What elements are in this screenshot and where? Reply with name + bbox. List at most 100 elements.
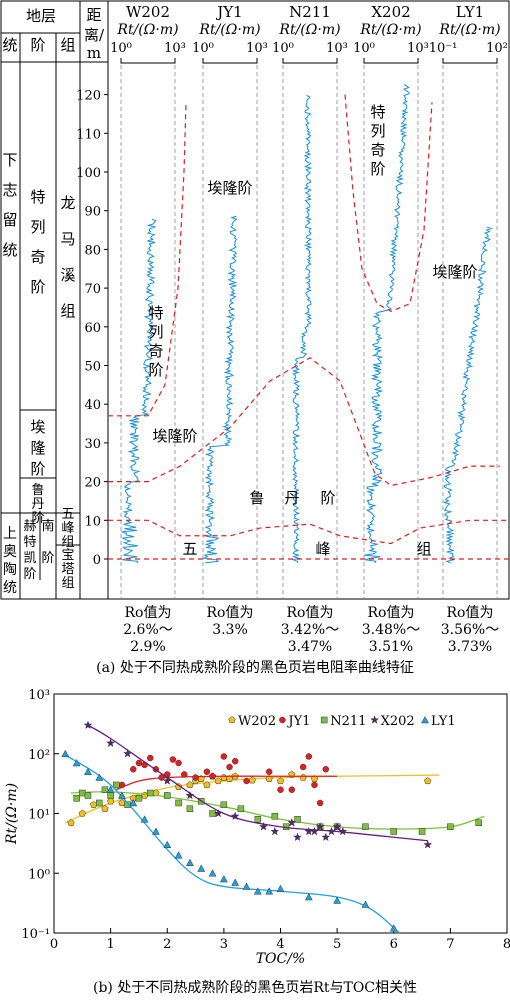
- fit-line-X202: [87, 724, 428, 842]
- fit-line-LY1: [64, 754, 400, 934]
- point-W202: [67, 818, 75, 826]
- point-W202: [107, 797, 115, 805]
- ro-label: Ro值为: [447, 605, 494, 621]
- ro-range: 3.48%～: [362, 622, 420, 638]
- annot-telychian-x202: 特: [370, 103, 385, 121]
- well-unit: Rt/(Ω·m): [359, 22, 421, 38]
- point-N211: [220, 801, 228, 809]
- ro-range: 3.56%～: [441, 622, 499, 638]
- point-X202: [258, 821, 269, 831]
- point-JY1: [231, 757, 239, 765]
- point-X202: [287, 817, 297, 827]
- point-N211: [135, 794, 143, 802]
- point-LY1: [219, 875, 228, 883]
- point-LY1: [304, 892, 313, 901]
- point-N211: [107, 792, 114, 799]
- plot-frame: [53, 693, 508, 934]
- y-tick-label: 10²: [28, 748, 50, 763]
- stage-aeronian-label: 埃: [30, 418, 45, 436]
- legend-marker-W202: [228, 716, 236, 724]
- well-unit: Rt/(Ω·m): [116, 22, 178, 38]
- point-LY1: [231, 878, 240, 886]
- ro-label: Ro值为: [125, 605, 172, 621]
- point-X202: [326, 826, 336, 836]
- well-unit: Rt/(Ω·m): [278, 22, 340, 38]
- point-N211: [418, 828, 426, 835]
- ro-range: 3.47%: [288, 639, 332, 655]
- rt-curve-LY1: [443, 226, 494, 564]
- scale-bracket: [202, 58, 258, 64]
- point-LY1: [118, 791, 126, 799]
- stage-aeronian-label: 隆: [30, 439, 45, 457]
- point-LY1: [152, 827, 160, 835]
- point-JY1: [243, 777, 250, 785]
- series-upper-label: 陶: [3, 562, 17, 578]
- point-LY1: [185, 858, 194, 866]
- annot-rhuddanian: 鲁: [249, 489, 264, 507]
- point-LY1: [174, 851, 183, 859]
- point-N211: [164, 792, 171, 799]
- annot-telychian-x202: 奇: [370, 141, 385, 159]
- distance-tick-label: 120: [76, 89, 101, 104]
- point-JY1: [130, 766, 137, 773]
- point-JY1: [203, 768, 211, 775]
- point-W202: [78, 809, 86, 817]
- legend: W202 JY1 N211 X202 LY1: [228, 714, 456, 729]
- point-N211: [175, 799, 182, 807]
- rt-curve-X202: [364, 84, 410, 564]
- point-W202: [186, 781, 194, 789]
- point-N211: [147, 789, 154, 797]
- point-JY1: [305, 753, 313, 760]
- point-X202: [321, 832, 331, 842]
- x-tick-label: 8: [503, 937, 510, 952]
- well-unit: Rt/(Ω·m): [198, 22, 260, 38]
- point-N211: [79, 789, 86, 797]
- point-N211: [254, 816, 262, 823]
- boundary-lines: [108, 94, 509, 560]
- well-name: W202: [126, 3, 170, 21]
- group-wufeng-label: 五: [61, 507, 74, 522]
- point-LY1: [208, 869, 217, 877]
- well-name: N211: [289, 3, 331, 21]
- point-LY1: [253, 887, 262, 895]
- stage-telychian-label: 阶: [30, 278, 45, 296]
- caption-a: (a) 处于不同热成熟阶段的黑色页岩电阻率曲线特征: [96, 659, 414, 676]
- group-wufeng-label: 组: [61, 535, 74, 550]
- annot-rhuddanian: 阶: [320, 489, 335, 507]
- scale-max: 10²: [486, 41, 508, 56]
- point-LY1: [140, 815, 149, 823]
- scale-min: 10⁰: [192, 41, 214, 56]
- point-W202: [265, 775, 273, 782]
- x-tick-label: 2: [163, 937, 171, 952]
- series-lower-label: 留: [2, 211, 17, 229]
- header-layer: 地层: [26, 7, 56, 25]
- point-LY1: [361, 900, 370, 908]
- point-X202: [230, 811, 240, 821]
- point-X202: [83, 720, 93, 730]
- x-axis-label: TOC/%: [256, 951, 306, 967]
- x-tick-label: 5: [333, 937, 341, 952]
- legend-label-JY1: JY1: [286, 714, 310, 729]
- header-series: 统: [2, 36, 17, 54]
- annot-aeronian-ly1: 埃隆阶: [432, 263, 477, 281]
- y-tick-label: 10⁰: [28, 867, 50, 882]
- stage-hirnantian-label: 阶: [23, 567, 36, 582]
- point-LY1: [276, 884, 285, 893]
- distance-axis: 0 10 20 30 40 50 60 70 80 90 100 110 120: [76, 89, 108, 568]
- tocs-scatter: 0 1 2 3 4 5 6 7 8 10⁻¹ 10⁰ 10¹ 10² 10³ TOC/% Rt/(Ω·m) W2…: [4, 688, 510, 967]
- annot-rhuddanian: 丹: [284, 489, 299, 507]
- point-W202: [214, 777, 222, 785]
- group-longmaxi-label: 组: [60, 302, 75, 320]
- header-stage: 阶: [30, 36, 45, 54]
- annot-telychian-w202: 特: [148, 304, 163, 322]
- fit-line-N211: [70, 791, 485, 830]
- series-lower-label: 下: [2, 151, 17, 169]
- ro-range: 2.6%～: [123, 622, 173, 638]
- point-JY1: [277, 786, 284, 793]
- stage-rhuddanian-label: 阶: [31, 511, 44, 526]
- series-LY1: [61, 749, 400, 934]
- point-X202: [423, 839, 433, 849]
